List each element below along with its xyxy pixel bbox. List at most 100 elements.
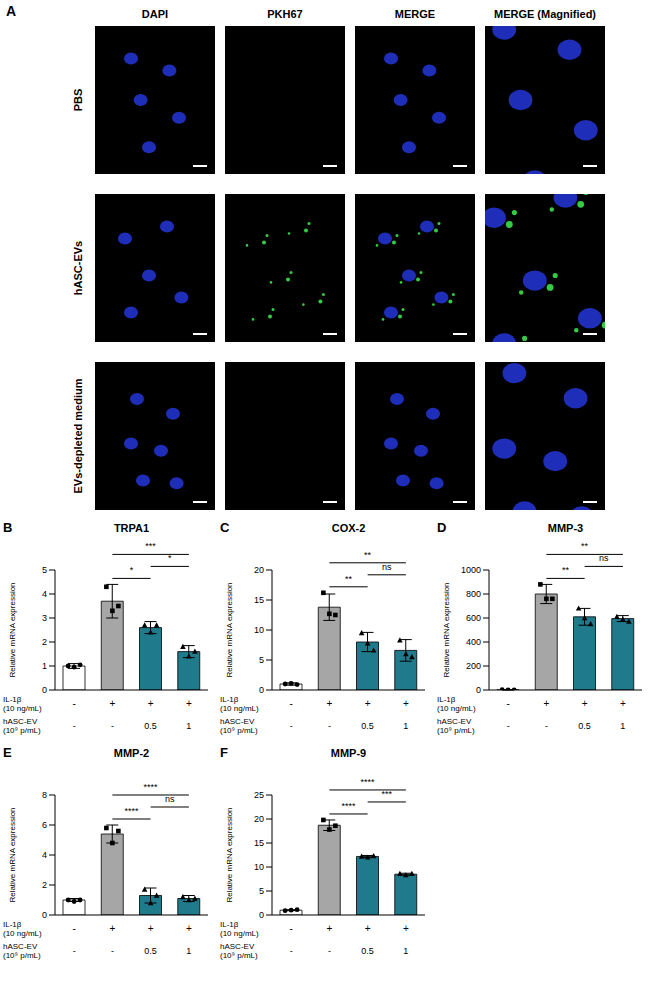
svg-text:PBS: PBS xyxy=(72,89,84,112)
svg-text:20: 20 xyxy=(254,814,264,824)
svg-text:+: + xyxy=(365,923,371,934)
svg-text:hASC-EV: hASC-EV xyxy=(437,717,472,726)
svg-text:IL-1β: IL-1β xyxy=(220,695,239,704)
svg-text:Relative mRNA expression: Relative mRNA expression xyxy=(8,582,17,677)
svg-text:+: + xyxy=(109,923,115,934)
svg-text:Relative mRNA expression: Relative mRNA expression xyxy=(225,807,234,902)
svg-text:hASC-EV: hASC-EV xyxy=(220,717,255,726)
svg-text:15: 15 xyxy=(254,595,264,605)
svg-text:Relative mRNA expression: Relative mRNA expression xyxy=(442,582,451,677)
svg-text:*: * xyxy=(130,565,134,575)
svg-text:20: 20 xyxy=(254,565,264,575)
svg-text:-: - xyxy=(72,698,75,709)
svg-text:5: 5 xyxy=(259,886,264,896)
svg-text:800: 800 xyxy=(466,589,481,599)
svg-text:-: - xyxy=(290,721,293,731)
svg-text:+: + xyxy=(326,923,332,934)
svg-text:+: + xyxy=(326,698,332,709)
svg-text:PKH67: PKH67 xyxy=(267,8,302,20)
svg-text:(10 ng/mL): (10 ng/mL) xyxy=(220,704,259,713)
svg-text:Relative mRNA expression: Relative mRNA expression xyxy=(8,807,17,902)
svg-text:Relative mRNA expression: Relative mRNA expression xyxy=(225,582,234,677)
svg-text:15: 15 xyxy=(254,838,264,848)
svg-text:-: - xyxy=(73,721,76,731)
svg-text:(10 ng/mL): (10 ng/mL) xyxy=(3,704,42,713)
svg-text:0.5: 0.5 xyxy=(361,721,374,731)
svg-text:-: - xyxy=(328,946,331,956)
svg-text:0.5: 0.5 xyxy=(144,721,157,731)
svg-text:(10⁹ p/mL): (10⁹ p/mL) xyxy=(220,726,258,735)
svg-text:10: 10 xyxy=(254,862,264,872)
svg-text:IL-1β: IL-1β xyxy=(3,695,22,704)
svg-text:5: 5 xyxy=(259,655,264,665)
svg-text:(10⁹ p/mL): (10⁹ p/mL) xyxy=(437,726,475,735)
svg-text:hASC-EV: hASC-EV xyxy=(3,942,38,951)
svg-text:IL-1β: IL-1β xyxy=(3,920,22,929)
svg-text:8: 8 xyxy=(42,790,47,800)
svg-text:0: 0 xyxy=(476,685,481,695)
svg-text:****: **** xyxy=(144,782,159,792)
svg-text:(10⁹ p/mL): (10⁹ p/mL) xyxy=(3,726,41,735)
svg-text:IL-1β: IL-1β xyxy=(437,695,456,704)
svg-text:0: 0 xyxy=(259,910,264,920)
svg-text:400: 400 xyxy=(466,637,481,647)
svg-text:0: 0 xyxy=(42,685,47,695)
svg-text:(10 ng/mL): (10 ng/mL) xyxy=(220,929,259,938)
svg-text:(10 ng/mL): (10 ng/mL) xyxy=(3,929,42,938)
svg-text:10: 10 xyxy=(254,625,264,635)
svg-text:-: - xyxy=(290,946,293,956)
svg-text:1: 1 xyxy=(186,946,191,956)
svg-text:EVs-depleted medium: EVs-depleted medium xyxy=(72,378,84,493)
svg-text:-: - xyxy=(111,721,114,731)
svg-text:25: 25 xyxy=(254,790,264,800)
svg-text:+: + xyxy=(582,698,588,709)
svg-text:0.5: 0.5 xyxy=(361,946,374,956)
svg-text:**: ** xyxy=(562,565,570,575)
svg-text:**: ** xyxy=(345,574,353,584)
svg-text:+: + xyxy=(186,923,192,934)
svg-text:**: ** xyxy=(581,541,589,551)
svg-text:DAPI: DAPI xyxy=(142,8,168,20)
svg-text:****: **** xyxy=(124,806,139,816)
svg-text:MERGE: MERGE xyxy=(395,8,435,20)
svg-text:hASC-EV: hASC-EV xyxy=(220,942,255,951)
svg-text:+: + xyxy=(148,923,154,934)
svg-text:-: - xyxy=(289,698,292,709)
svg-text:hASC-EV: hASC-EV xyxy=(3,717,38,726)
svg-text:5: 5 xyxy=(42,565,47,575)
svg-text:A: A xyxy=(6,3,16,19)
svg-text:3: 3 xyxy=(42,613,47,623)
svg-text:-: - xyxy=(111,946,114,956)
svg-text:2: 2 xyxy=(42,637,47,647)
svg-text:6: 6 xyxy=(42,820,47,830)
svg-text:hASC-EVs: hASC-EVs xyxy=(72,241,84,295)
svg-text:-: - xyxy=(506,698,509,709)
svg-text:***: *** xyxy=(381,789,392,799)
svg-text:+: + xyxy=(365,698,371,709)
svg-text:IL-1β: IL-1β xyxy=(220,920,239,929)
svg-text:4: 4 xyxy=(42,850,47,860)
svg-text:+: + xyxy=(403,923,409,934)
svg-text:ns: ns xyxy=(382,562,392,572)
svg-text:+: + xyxy=(620,698,626,709)
svg-text:+: + xyxy=(109,698,115,709)
svg-text:1: 1 xyxy=(403,721,408,731)
svg-text:1000: 1000 xyxy=(461,565,481,575)
svg-text:-: - xyxy=(328,721,331,731)
svg-text:**: ** xyxy=(364,550,372,560)
svg-text:1: 1 xyxy=(186,721,191,731)
svg-text:(10⁹ p/mL): (10⁹ p/mL) xyxy=(220,951,258,960)
svg-text:1: 1 xyxy=(620,721,625,731)
svg-text:MERGE (Magnified): MERGE (Magnified) xyxy=(494,8,596,20)
svg-text:-: - xyxy=(73,946,76,956)
svg-text:+: + xyxy=(403,698,409,709)
svg-text:-: - xyxy=(72,923,75,934)
svg-text:2: 2 xyxy=(42,880,47,890)
svg-text:ns: ns xyxy=(165,794,175,804)
svg-text:+: + xyxy=(186,698,192,709)
svg-text:-: - xyxy=(289,923,292,934)
svg-text:1: 1 xyxy=(403,946,408,956)
svg-text:+: + xyxy=(543,698,549,709)
svg-text:0.5: 0.5 xyxy=(144,946,157,956)
svg-text:*: * xyxy=(168,553,172,563)
